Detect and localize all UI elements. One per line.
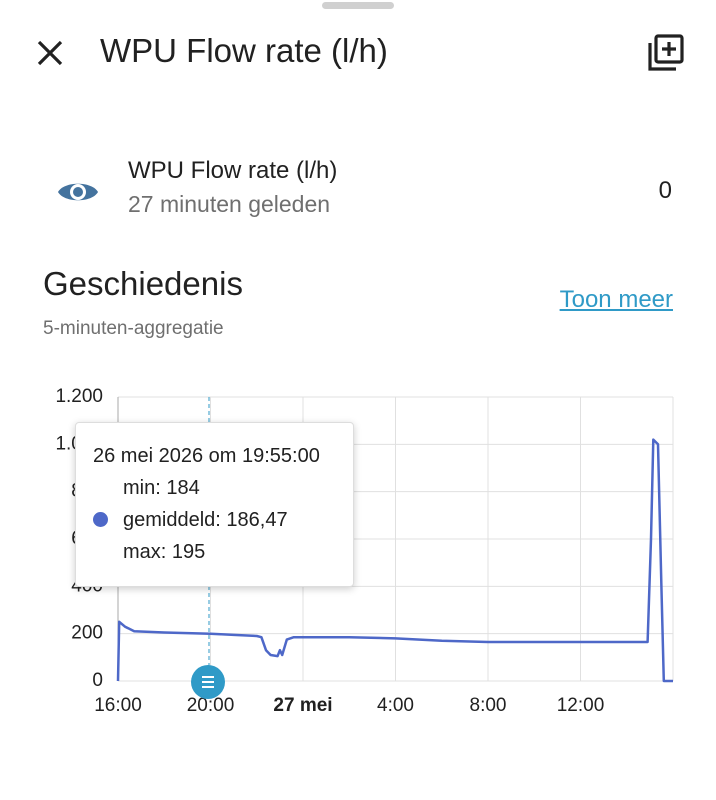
tooltip-max: max: 195 bbox=[123, 541, 206, 563]
y-tick-label: 0 bbox=[92, 670, 103, 691]
x-tick-label: 27 mei bbox=[273, 695, 332, 716]
close-button[interactable] bbox=[34, 37, 66, 69]
add-button[interactable] bbox=[646, 33, 686, 73]
entity-name: WPU Flow rate (l/h) bbox=[128, 157, 338, 184]
tooltip-title: 26 mei 2026 om 19:55:00 bbox=[93, 445, 320, 467]
x-tick-label: 8:00 bbox=[470, 695, 507, 716]
y-tick-label: 1.200 bbox=[55, 386, 103, 407]
entity-last-changed: 27 minuten geleden bbox=[128, 191, 331, 217]
tooltip-marker bbox=[93, 512, 108, 527]
tooltip-min: min: 184 bbox=[123, 477, 200, 499]
entity-icon bbox=[58, 183, 98, 201]
history-subtitle: 5-minuten-aggregatie bbox=[43, 318, 224, 339]
drag-handle[interactable] bbox=[322, 2, 394, 9]
dialog-title: WPU Flow rate (l/h) bbox=[100, 32, 388, 69]
show-more-link[interactable]: Toon meer bbox=[559, 286, 673, 313]
x-tick-label: 4:00 bbox=[377, 695, 414, 716]
y-tick-label: 200 bbox=[71, 623, 103, 644]
entity-state: 0 bbox=[658, 177, 672, 204]
tooltip: 26 mei 2026 om 19:55:00 min: 184 gemidde… bbox=[75, 422, 354, 587]
x-tick-label: 12:00 bbox=[557, 695, 605, 716]
tooltip-mean: gemiddeld: 186,47 bbox=[123, 509, 288, 531]
x-tick-label: 16:00 bbox=[94, 695, 142, 716]
history-title: Geschiedenis bbox=[43, 265, 243, 302]
data-line bbox=[116, 438, 673, 683]
cursor-handle-icon bbox=[202, 676, 214, 688]
x-tick-label: 20:00 bbox=[187, 695, 235, 716]
